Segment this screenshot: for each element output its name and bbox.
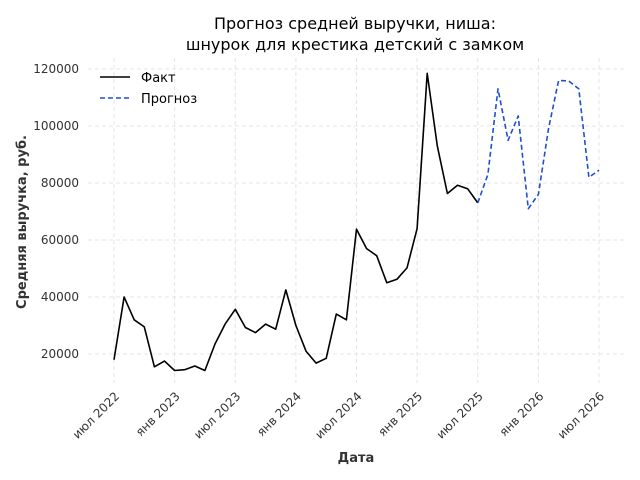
x-tick-label: янв 2025 — [375, 389, 425, 439]
x-tick-label: июл 2023 — [191, 389, 243, 441]
y-tick-label: 20000 — [41, 347, 79, 361]
chart-title-line-1: Прогноз средней выручки, ниша: — [214, 14, 496, 33]
x-axis-label: Дата — [338, 451, 375, 466]
chart-title-line-2: шнурок для крестика детский с замком — [186, 35, 524, 54]
legend-label-fact: Факт — [141, 71, 176, 86]
series-layer — [113, 72, 600, 372]
x-tick-label: янв 2023 — [133, 389, 183, 439]
y-tick-label: 100000 — [33, 119, 79, 133]
series-line-fact — [113, 72, 479, 372]
series-line-forecast — [477, 79, 600, 210]
x-tick-label: июл 2022 — [70, 389, 122, 441]
x-tick-label: янв 2026 — [497, 389, 547, 439]
legend-label-forecast: Прогноз — [141, 92, 197, 107]
x-tick-label: июл 2024 — [312, 389, 364, 441]
y-axis-ticks: 20000 40000 60000 80000 100000 120000 — [33, 62, 79, 361]
x-tick-label: янв 2024 — [254, 389, 304, 439]
x-tick-label: июл 2026 — [555, 389, 607, 441]
y-tick-label: 120000 — [33, 62, 79, 76]
y-tick-label: 60000 — [41, 233, 79, 247]
legend: Факт Прогноз — [100, 71, 197, 107]
y-axis-label: Средняя выручка, руб. — [15, 135, 30, 309]
y-tick-label: 40000 — [41, 290, 79, 304]
x-tick-label: июл 2025 — [434, 389, 486, 441]
y-tick-label: 80000 — [41, 176, 79, 190]
x-axis-ticks: июл 2022 янв 2023 июл 2023 янв 2024 июл 2024… — [70, 389, 607, 441]
